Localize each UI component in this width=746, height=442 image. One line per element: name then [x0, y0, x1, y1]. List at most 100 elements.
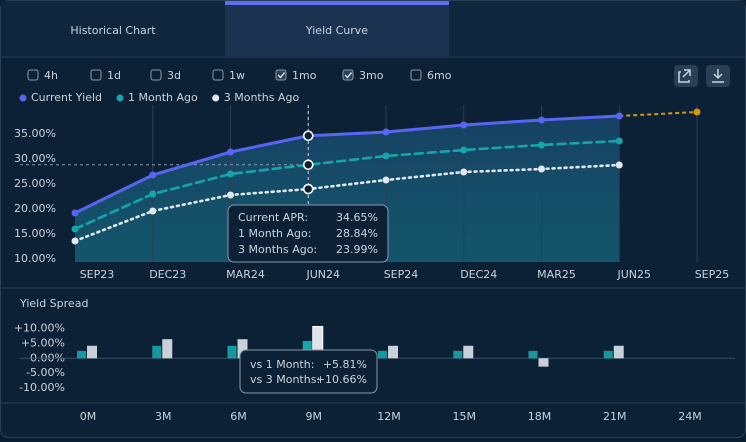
tooltip-label: 3 Months Ago: — [238, 243, 317, 256]
data-point — [460, 146, 468, 154]
checkbox[interactable] — [150, 69, 162, 81]
x-tick-label: 24M — [678, 410, 702, 423]
tooltip-value: +5.81% — [323, 358, 367, 371]
x-tick-label: SEP24 — [384, 268, 419, 281]
spread-bar — [613, 345, 624, 359]
y-tick-label: 30.00% — [14, 152, 56, 165]
x-tick-label: SEP25 — [695, 268, 730, 281]
area-fill — [75, 116, 620, 262]
series-line — [73, 114, 621, 215]
spread-bar — [463, 345, 474, 359]
data-point — [71, 209, 79, 217]
legend-label: Current Yield — [31, 91, 102, 104]
x-tick-label: JUN24 — [305, 268, 340, 281]
export-button[interactable] — [674, 65, 698, 87]
data-point — [538, 141, 545, 149]
data-point — [149, 207, 157, 215]
data-point — [382, 128, 390, 136]
data-point — [693, 108, 701, 116]
y-tick-label: +10.00% — [14, 321, 65, 334]
tooltip-value: 28.84% — [336, 227, 378, 240]
legend-swatch — [19, 94, 27, 102]
y-tick-label: 10.00% — [14, 252, 56, 265]
spread-bar — [378, 350, 387, 359]
tooltip-label: vs 3 Months: — [250, 373, 320, 386]
data-point — [71, 225, 79, 233]
spread-bar — [77, 350, 86, 359]
spread-title: Yield Spread — [19, 297, 88, 310]
spread-bar — [453, 350, 463, 359]
x-tick-label: MAR24 — [226, 268, 265, 281]
data-point — [538, 165, 545, 173]
y-tick-label: -10.00% — [19, 381, 65, 394]
spread-bar — [227, 345, 237, 359]
data-point — [71, 237, 79, 245]
x-tick-label: JUN25 — [616, 268, 651, 281]
data-point — [460, 168, 468, 176]
checkbox[interactable] — [27, 69, 39, 81]
data-point — [227, 148, 234, 156]
x-tick-label: 21M — [603, 410, 627, 423]
data-point — [615, 161, 623, 169]
tab-label[interactable]: Yield Curve — [305, 24, 368, 37]
tooltip — [227, 204, 389, 263]
tooltip-label: 1 Month Ago: — [238, 227, 311, 240]
checkbox[interactable] — [275, 69, 287, 81]
tooltip-value: 34.65% — [336, 211, 378, 224]
data-point — [382, 176, 390, 184]
legend-label: 3 Months Ago — [224, 91, 300, 104]
checkbox[interactable] — [212, 69, 224, 81]
y-tick-label: 20.00% — [14, 202, 56, 215]
y-tick-label: -5.00% — [26, 366, 65, 379]
x-tick-label: 6M — [230, 410, 247, 423]
spread-bar — [603, 350, 613, 359]
checkbox[interactable] — [90, 69, 102, 81]
tab-active-bg[interactable] — [225, 1, 449, 57]
tab-label[interactable]: Historical Chart — [70, 24, 156, 37]
data-point — [149, 171, 157, 179]
filter-label[interactable]: 1w — [229, 69, 245, 82]
legend-swatch — [212, 94, 220, 102]
data-point — [460, 121, 468, 129]
x-tick-label: 0M — [80, 410, 97, 423]
spread-bar — [538, 358, 549, 367]
download-button[interactable] — [706, 65, 730, 87]
filter-label[interactable]: 1d — [107, 69, 121, 82]
filter-label[interactable]: 6mo — [427, 69, 452, 82]
checkbox[interactable] — [342, 69, 354, 81]
x-tick-label: DEC24 — [460, 268, 497, 281]
data-point — [382, 152, 390, 160]
export-icon — [678, 69, 691, 83]
checkbox[interactable] — [410, 69, 422, 81]
x-tick-label: 15M — [453, 410, 477, 423]
tab-indicator — [225, 1, 449, 5]
x-tick-label: SEP23 — [80, 268, 115, 281]
spread-bar — [528, 350, 538, 359]
button-bg[interactable] — [674, 65, 698, 87]
data-point — [615, 137, 623, 145]
spread-bar — [162, 339, 173, 359]
spread-bar — [152, 345, 162, 359]
filter-label[interactable]: 4h — [44, 69, 58, 82]
filter-label[interactable]: 3mo — [359, 69, 384, 82]
x-tick-label: 3M — [155, 410, 172, 423]
projection-line — [619, 111, 698, 117]
spread-bar — [388, 345, 398, 359]
checkmark — [277, 72, 286, 79]
x-tick-label: MAR25 — [537, 268, 576, 281]
x-tick-label: 9M — [306, 410, 323, 423]
spread-bar — [87, 345, 97, 359]
y-tick-label: 25.00% — [14, 177, 56, 190]
data-point — [149, 190, 157, 198]
data-point — [302, 130, 314, 142]
tooltip-value: +10.66% — [316, 373, 367, 386]
data-point — [615, 112, 623, 120]
y-tick-label: 15.00% — [14, 227, 56, 240]
filter-label[interactable]: 3d — [167, 69, 181, 82]
filter-label[interactable]: 1mo — [292, 69, 317, 82]
x-tick-label: 18M — [528, 410, 552, 423]
y-tick-label: +5.00% — [21, 336, 65, 349]
data-point — [538, 116, 545, 124]
